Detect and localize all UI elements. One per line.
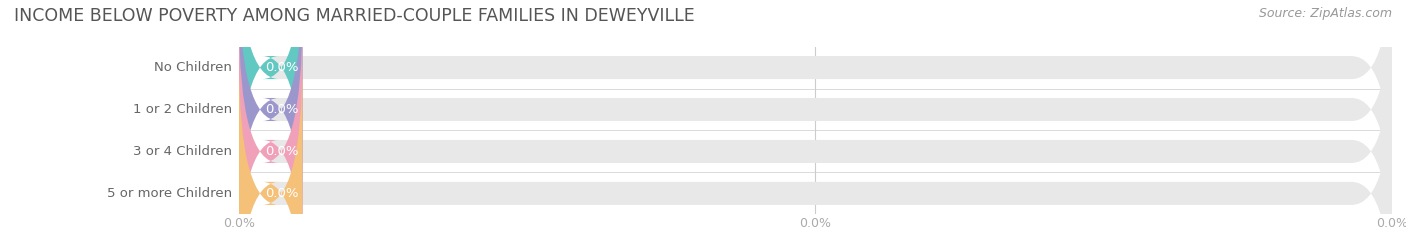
FancyBboxPatch shape <box>239 0 302 233</box>
Text: 0.0%: 0.0% <box>266 103 299 116</box>
FancyBboxPatch shape <box>239 16 1392 233</box>
FancyBboxPatch shape <box>239 0 1392 203</box>
Text: INCOME BELOW POVERTY AMONG MARRIED-COUPLE FAMILIES IN DEWEYVILLE: INCOME BELOW POVERTY AMONG MARRIED-COUPL… <box>14 7 695 25</box>
FancyBboxPatch shape <box>239 58 1392 233</box>
FancyBboxPatch shape <box>239 16 302 233</box>
Text: 1 or 2 Children: 1 or 2 Children <box>132 103 232 116</box>
FancyBboxPatch shape <box>239 0 302 203</box>
Text: 0.0%: 0.0% <box>266 145 299 158</box>
Text: Source: ZipAtlas.com: Source: ZipAtlas.com <box>1258 7 1392 20</box>
Text: 0.0%: 0.0% <box>266 187 299 200</box>
FancyBboxPatch shape <box>239 58 302 233</box>
Text: 5 or more Children: 5 or more Children <box>107 187 232 200</box>
Text: 3 or 4 Children: 3 or 4 Children <box>134 145 232 158</box>
FancyBboxPatch shape <box>239 0 1392 233</box>
Text: No Children: No Children <box>155 61 232 74</box>
Text: 0.0%: 0.0% <box>266 61 299 74</box>
